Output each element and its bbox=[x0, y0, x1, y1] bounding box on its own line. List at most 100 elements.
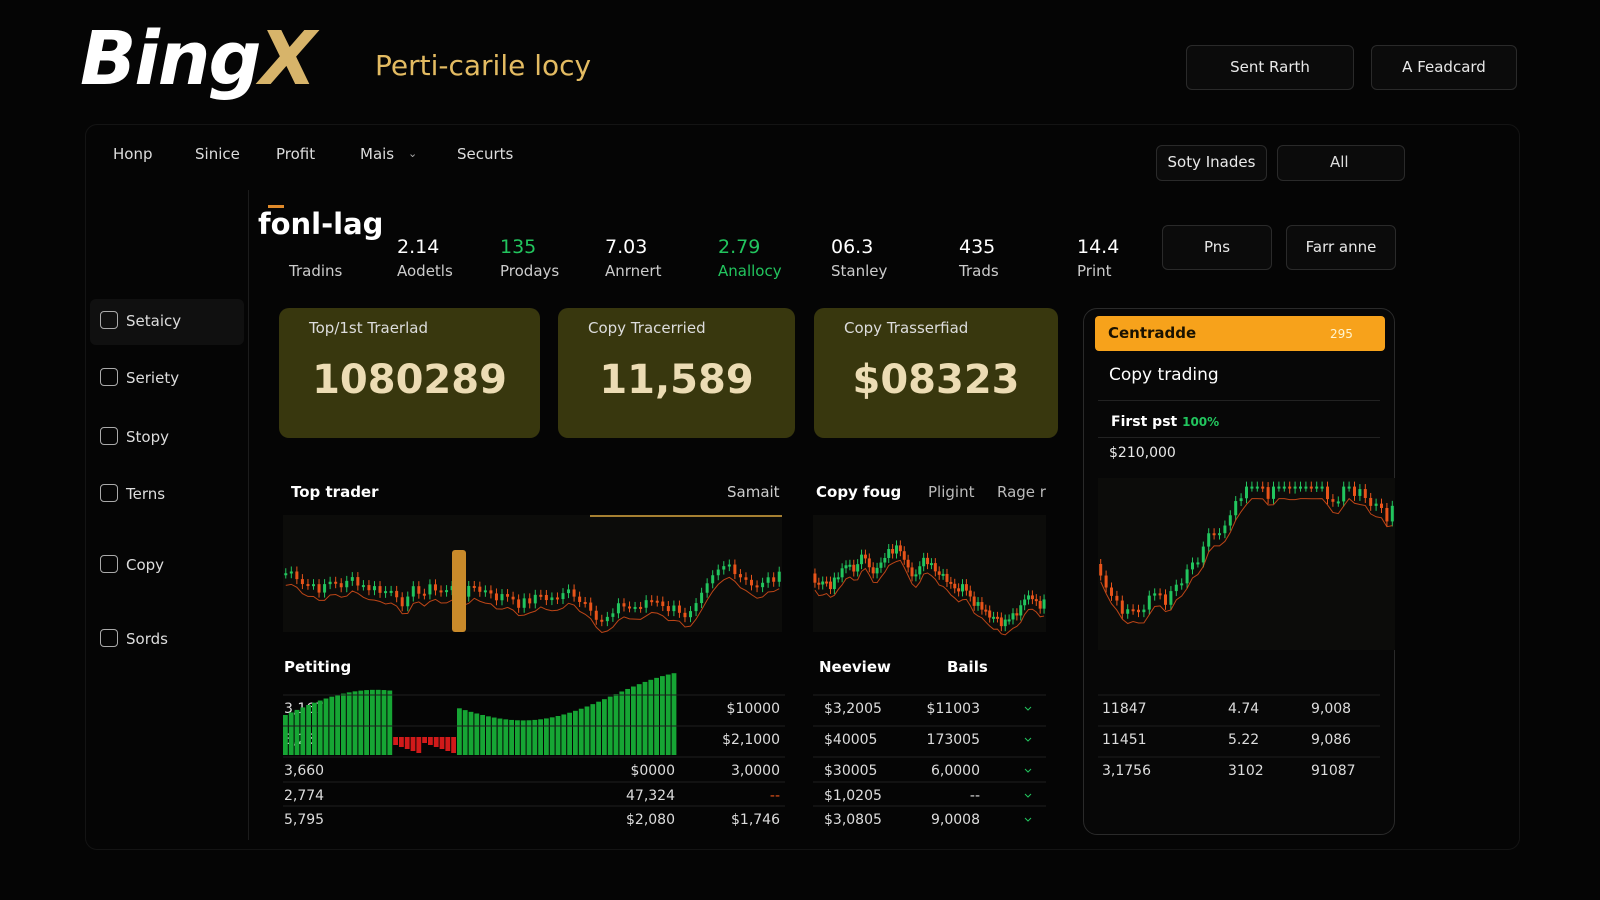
sidebar-item[interactable]: Copy bbox=[126, 556, 165, 574]
right-panel bbox=[1083, 308, 1395, 835]
stat-value: 2.14 bbox=[397, 236, 440, 258]
top-trader-title: Top trader bbox=[291, 483, 379, 501]
table-cell: 6,0000 bbox=[931, 763, 980, 779]
table-cell: $3,2005 bbox=[824, 701, 882, 717]
nav-control-box[interactable] bbox=[1156, 145, 1267, 181]
stats-button: Farr anne bbox=[1305, 237, 1377, 256]
sidebar-icon bbox=[100, 311, 118, 329]
table-cell: $2,080 bbox=[626, 812, 675, 828]
sidebar-icon bbox=[100, 368, 118, 386]
table-cell: $1,0205 bbox=[824, 788, 882, 804]
nav-control: All bbox=[1330, 153, 1349, 171]
table-cell: 9,0008 bbox=[931, 812, 980, 828]
table-cell: 47,324 bbox=[626, 788, 675, 804]
copy-chart-title: Copy foug bbox=[816, 483, 902, 501]
panel-amount: $210,000 bbox=[1109, 445, 1176, 461]
stat-value: 14.4 bbox=[1077, 236, 1120, 258]
header-button-box[interactable] bbox=[1186, 45, 1354, 90]
table-cell: $40005 bbox=[824, 732, 878, 748]
stats-title-accent bbox=[268, 205, 284, 208]
table-cell: $11003 bbox=[926, 701, 980, 717]
card-label: Copy Tracerried bbox=[588, 319, 706, 337]
sidebar-item[interactable]: Sords bbox=[126, 630, 168, 648]
nav-item[interactable]: Honp bbox=[113, 145, 153, 163]
sidebar-icon bbox=[100, 427, 118, 445]
panel-cell: 4.74 bbox=[1228, 701, 1260, 717]
card bbox=[558, 308, 795, 438]
stat-label: Aodetls bbox=[397, 262, 453, 280]
table-cell: 3,660 bbox=[284, 763, 325, 779]
panel-cell: 3102 bbox=[1228, 763, 1264, 779]
panel-tag: Pormed 5 bbox=[1190, 483, 1243, 496]
stat-label: Stanley bbox=[831, 262, 888, 280]
table-cell: $3,0805 bbox=[824, 812, 882, 828]
panel-first-label: First pst bbox=[1111, 414, 1178, 430]
chart-tab[interactable]: Rage r bbox=[997, 483, 1046, 501]
sidebar-item[interactable]: Setaicy bbox=[126, 312, 182, 330]
panel-title: Copy trading bbox=[1109, 365, 1219, 385]
stat-label: Trads bbox=[959, 262, 999, 280]
table-cell: $10000 bbox=[726, 701, 780, 717]
table-cell: -- bbox=[769, 788, 780, 804]
card-label: Top/1st Traerlad bbox=[309, 319, 428, 337]
stats-button-box[interactable] bbox=[1162, 225, 1272, 270]
panel-cell: 9,008 bbox=[1311, 701, 1352, 717]
table-cell: 3,25 bbox=[284, 732, 316, 748]
card-label: Copy Trasserfiad bbox=[844, 319, 969, 337]
stat-value: 135 bbox=[500, 236, 537, 258]
panel-first: First pst 100% bbox=[1111, 415, 1219, 429]
stat-value: 435 bbox=[959, 236, 996, 258]
nav-item[interactable]: Mais bbox=[360, 145, 395, 163]
panel-first-pct: 100% bbox=[1182, 415, 1220, 429]
panel-sep2 bbox=[1098, 437, 1380, 438]
stats-button: Pns bbox=[1203, 237, 1231, 256]
table-cell: 5,795 bbox=[284, 812, 325, 828]
nav-control: Soty Inades bbox=[1167, 153, 1256, 171]
panel-cell: 3,1756 bbox=[1102, 763, 1151, 779]
nav-chevron: ⌄ bbox=[408, 147, 418, 160]
logo-main: Bing bbox=[80, 16, 261, 102]
panel-cell: 11451 bbox=[1102, 732, 1147, 748]
header-button-box[interactable] bbox=[1371, 45, 1517, 90]
sidebar-icon bbox=[100, 629, 118, 647]
stats-subtitle: Tradins bbox=[289, 262, 343, 280]
stat-label: Anrnert bbox=[605, 262, 662, 280]
sidebar-item[interactable]: Seriety bbox=[126, 369, 180, 387]
stat-value: 7.03 bbox=[605, 236, 648, 258]
nav-item[interactable]: Securts bbox=[457, 145, 514, 163]
panel-sep bbox=[1098, 400, 1380, 401]
panel-cell: 9,086 bbox=[1311, 732, 1352, 748]
panel-badge: Centradde bbox=[1108, 324, 1197, 342]
table-cell: 173005 bbox=[926, 732, 980, 748]
panel-badge-bar bbox=[1095, 316, 1385, 351]
sidebar-icon bbox=[100, 555, 118, 573]
tagline: Perti-carile locy bbox=[375, 49, 592, 82]
top-trader-link[interactable]: Samait bbox=[727, 483, 780, 501]
main-frame bbox=[85, 124, 1520, 850]
chart-tab[interactable]: Pligint bbox=[928, 483, 975, 501]
card-value: $08323 bbox=[852, 357, 1020, 403]
table-cell: $2,1000 bbox=[722, 732, 780, 748]
sidebar-item[interactable]: Terns bbox=[126, 485, 166, 503]
nav-item[interactable]: Profit bbox=[276, 145, 316, 163]
logo-accent: X bbox=[259, 16, 316, 102]
card bbox=[279, 308, 540, 438]
nav-item[interactable]: Sinice bbox=[195, 145, 240, 163]
card-value: 1080289 bbox=[312, 357, 507, 403]
stat-value: 2.79 bbox=[718, 236, 761, 258]
panel-badge-value: 295 bbox=[1330, 327, 1353, 341]
header-button: Sent Rarth bbox=[1230, 57, 1310, 76]
table-cell: 3,0000 bbox=[731, 763, 780, 779]
stat-label: Print bbox=[1077, 262, 1112, 280]
panel-cell: 91087 bbox=[1311, 763, 1356, 779]
card-value: 11,589 bbox=[599, 357, 754, 403]
nav-control-box[interactable] bbox=[1277, 145, 1405, 181]
header-button: A Feadcard bbox=[1402, 57, 1486, 76]
stats-button-box[interactable] bbox=[1286, 225, 1396, 270]
stat-label: Prodays bbox=[500, 262, 560, 280]
sidebar-item[interactable]: Stopy bbox=[126, 428, 169, 446]
sidebar-active bbox=[90, 299, 244, 345]
tooltip: Sade to Treding bbox=[657, 527, 755, 540]
panel-cell: 5.22 bbox=[1228, 732, 1260, 748]
